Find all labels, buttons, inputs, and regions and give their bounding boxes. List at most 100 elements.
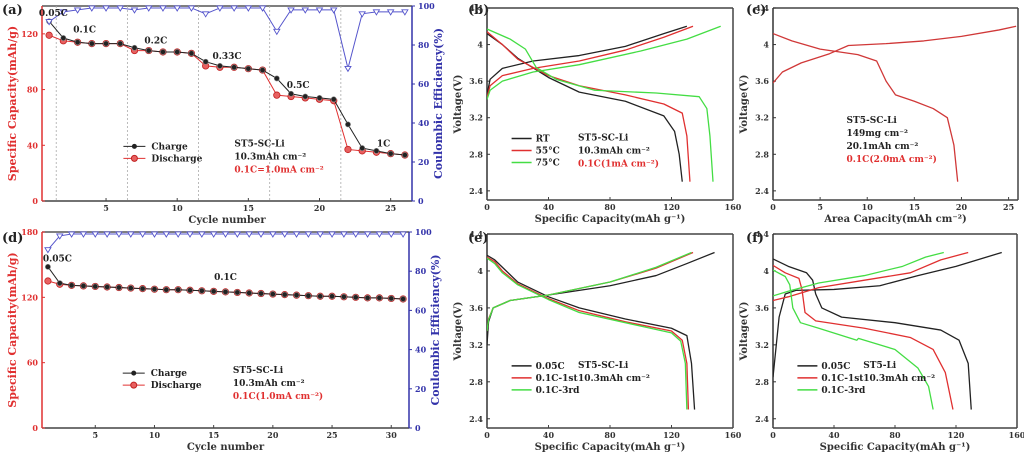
ce-point bbox=[126, 231, 135, 238]
charge-point bbox=[364, 294, 371, 301]
rate-label: 0.05C bbox=[39, 9, 68, 19]
rate-label: 0.05C bbox=[43, 254, 72, 264]
curve-charge-0-1c-3rd bbox=[487, 251, 692, 332]
y-tick-label: 3.2 bbox=[755, 113, 769, 123]
y-tick-label: 2.4 bbox=[755, 186, 769, 196]
y-tick-label: 120 bbox=[21, 29, 38, 39]
y2-tick-label: 20 bbox=[418, 157, 430, 167]
charge-point bbox=[352, 294, 359, 301]
x-tick-label: 40 bbox=[543, 430, 555, 440]
charge-point bbox=[245, 65, 252, 72]
legend-label-charge: Charge bbox=[151, 142, 188, 152]
x-axis-title: Specific Capacity(mAh g⁻¹) bbox=[820, 442, 971, 453]
annotation-rate: 0.1C(1.0mA cm⁻²) bbox=[233, 391, 323, 402]
ce-point bbox=[44, 247, 52, 254]
x-axis-title: Cycle number bbox=[188, 215, 266, 226]
y-axis-title: Voltage(V) bbox=[739, 302, 750, 362]
x-tick-label: 80 bbox=[604, 202, 616, 212]
x-axis-title: Area Capacity(mAh cm⁻²) bbox=[823, 214, 966, 225]
charge-point bbox=[127, 285, 134, 291]
x-axis-title: Cycle number bbox=[187, 442, 265, 453]
x-tick-label: 15 bbox=[243, 203, 254, 213]
legend-label-discharge: Discharge bbox=[151, 154, 202, 164]
y-tick-label: 0 bbox=[32, 423, 38, 433]
ce-point bbox=[130, 7, 139, 14]
x-tick-label: 20 bbox=[267, 430, 279, 440]
legend-label: 0.1C-3rd bbox=[536, 386, 581, 396]
x-tick-label: 160 bbox=[1009, 430, 1024, 440]
panel-label: (d) bbox=[2, 231, 23, 246]
rate-label: 0.5C bbox=[287, 81, 310, 91]
y2-tick-label: 40 bbox=[415, 345, 427, 355]
x-tick-label: 5 bbox=[92, 430, 98, 440]
panel-label: (c) bbox=[746, 3, 766, 18]
y-tick-label: 0 bbox=[32, 196, 38, 206]
charge-point bbox=[281, 291, 288, 298]
ce-point bbox=[363, 231, 372, 238]
y-tick-label: 3.2 bbox=[469, 340, 483, 350]
charge-point bbox=[293, 292, 300, 299]
ce-point bbox=[174, 231, 182, 238]
y-axis-title: Voltage(V) bbox=[739, 75, 750, 135]
y-tick-label: 3.6 bbox=[755, 76, 769, 86]
curve-charge-rt bbox=[487, 25, 688, 95]
charge-point bbox=[388, 295, 395, 302]
y2-tick-label: 0 bbox=[415, 423, 421, 433]
charge-point bbox=[60, 35, 67, 41]
y-tick-label: 2.4 bbox=[755, 414, 769, 424]
charge-point bbox=[163, 286, 170, 293]
ce-point bbox=[358, 11, 366, 18]
annotation-loading: 10.3mAh cm⁻² bbox=[234, 152, 306, 162]
x-tick-label: 40 bbox=[543, 202, 555, 212]
panel-d: (d) 5 10 15 20 25 30 0 60 120 180 0 20 40 60 80 100 Cycle… bbox=[2, 227, 442, 453]
x-tick-label: 25 bbox=[1003, 202, 1014, 212]
y2-tick-label: 80 bbox=[418, 40, 430, 50]
curve-discharge-0-1c-3rd bbox=[487, 257, 688, 410]
x-tick-label: 160 bbox=[725, 202, 742, 212]
charge-point bbox=[68, 282, 75, 289]
charge-point bbox=[145, 47, 152, 54]
charge-point bbox=[210, 288, 217, 295]
y2-tick-label: 100 bbox=[418, 1, 435, 11]
charge-point bbox=[116, 284, 122, 291]
ce-point bbox=[387, 231, 396, 238]
y2-tick-label: 60 bbox=[415, 305, 427, 315]
charge-point bbox=[329, 293, 335, 300]
charge-point bbox=[387, 150, 394, 157]
annotation-mass: 149mg cm⁻² bbox=[847, 129, 908, 139]
charge-point bbox=[88, 40, 95, 47]
curve-charge-0-05c bbox=[773, 251, 1002, 378]
y2-axis-title: Coulombic Efficiency(%) bbox=[429, 254, 442, 405]
ce-point bbox=[198, 231, 206, 238]
charge-point bbox=[317, 293, 324, 300]
y-tick-label: 3.6 bbox=[469, 76, 483, 86]
charge-point bbox=[187, 287, 193, 294]
legend-marker-charge bbox=[131, 370, 137, 376]
x-tick-label: 20 bbox=[956, 202, 968, 212]
legend-label-discharge: Discharge bbox=[151, 381, 202, 391]
charge-point bbox=[359, 145, 366, 151]
charge-point bbox=[345, 121, 351, 128]
curve-charge-0-1c bbox=[773, 25, 1017, 84]
curve-charge-55-c bbox=[487, 25, 694, 98]
ce-point bbox=[304, 231, 313, 238]
ce-point bbox=[230, 5, 238, 12]
x-tick-label: 10 bbox=[149, 430, 161, 440]
y-tick-label: 2.4 bbox=[469, 414, 483, 424]
charge-point bbox=[269, 291, 276, 297]
y-tick-label: 3.6 bbox=[755, 303, 769, 313]
annotation-loading: 10.3mAh cm⁻² bbox=[578, 147, 650, 157]
ce-point bbox=[340, 231, 348, 238]
x-axis-title: Specific Capacity(mAh g⁻¹) bbox=[535, 442, 686, 453]
y2-tick-label: 60 bbox=[418, 79, 430, 89]
ce-point bbox=[258, 5, 267, 12]
x-tick-label: 120 bbox=[663, 202, 680, 212]
y-tick-label: 4.4 bbox=[469, 229, 483, 239]
legend-marker-discharge bbox=[130, 381, 138, 389]
y-axis-title: Specific Capacity(mAh/g) bbox=[6, 252, 19, 407]
charge-point bbox=[258, 290, 264, 297]
charge-point bbox=[376, 294, 383, 301]
legend-label: RT bbox=[536, 135, 550, 145]
charge-point bbox=[305, 292, 312, 299]
y-tick-label: 4 bbox=[477, 40, 483, 50]
